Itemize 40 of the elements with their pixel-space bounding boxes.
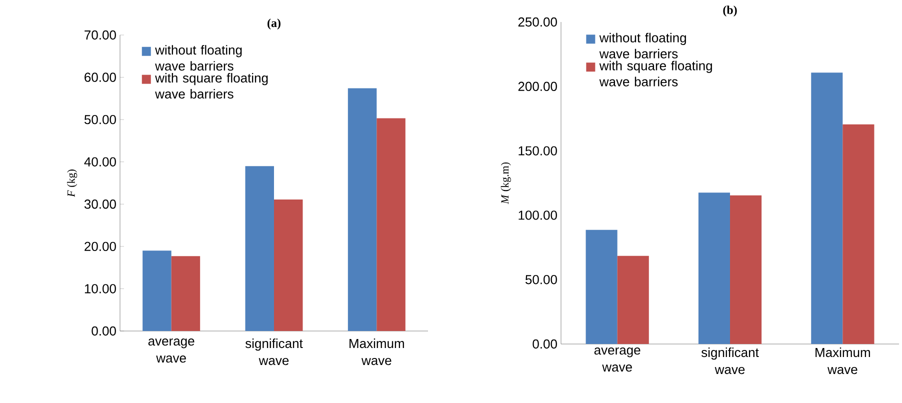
bar xyxy=(142,250,172,331)
y-axis-title: M (kg.m) xyxy=(500,162,511,204)
legend-label: without floating wave barriers xyxy=(599,32,686,58)
y-tick-label: 60.00 xyxy=(84,72,116,82)
x-tick-label: Maximum wave xyxy=(816,348,870,374)
y-tick-label: 100.00 xyxy=(518,210,557,220)
bar xyxy=(842,124,874,344)
y-tick-label: 250.00 xyxy=(518,17,557,27)
y-axis-title: F (kg) xyxy=(67,170,78,198)
chart-title: (a) xyxy=(268,18,280,30)
bar xyxy=(376,118,406,331)
y-tick-label: 10.00 xyxy=(84,284,116,294)
x-tick-label: significant wave xyxy=(245,338,303,366)
y-tick-label: 200.00 xyxy=(518,82,557,91)
bar xyxy=(274,199,303,331)
y-tick-label: 20.00 xyxy=(84,242,116,252)
y-tick-label: 0.00 xyxy=(92,326,116,336)
bar xyxy=(245,166,274,331)
chart-title: (b) xyxy=(723,6,737,17)
bar xyxy=(586,230,618,344)
y-tick-label: 150.00 xyxy=(518,146,557,156)
y-tick-label: 40.00 xyxy=(84,157,116,166)
bar xyxy=(698,192,730,344)
y-tick-label: 50.00 xyxy=(84,114,116,124)
bar xyxy=(617,256,649,344)
legend-label: with square floating wave barriers xyxy=(155,73,268,99)
legend-label: without floating wave barriers xyxy=(155,45,242,71)
x-tick-label: average wave xyxy=(148,338,194,363)
x-tick-label: Maximum wave xyxy=(350,338,404,366)
x-tick-label: average wave xyxy=(594,348,640,372)
y-tick-label: 70.00 xyxy=(84,30,116,40)
bar xyxy=(730,195,762,344)
bar xyxy=(811,72,843,344)
bar xyxy=(171,256,200,331)
y-tick-label: 50.00 xyxy=(525,274,557,284)
bar xyxy=(348,88,377,331)
y-tick-label: 0.00 xyxy=(532,339,557,349)
legend-label: with square floating wave barriers xyxy=(599,60,712,86)
y-tick-label: 30.00 xyxy=(84,200,116,209)
x-tick-label: significant wave xyxy=(701,348,759,374)
